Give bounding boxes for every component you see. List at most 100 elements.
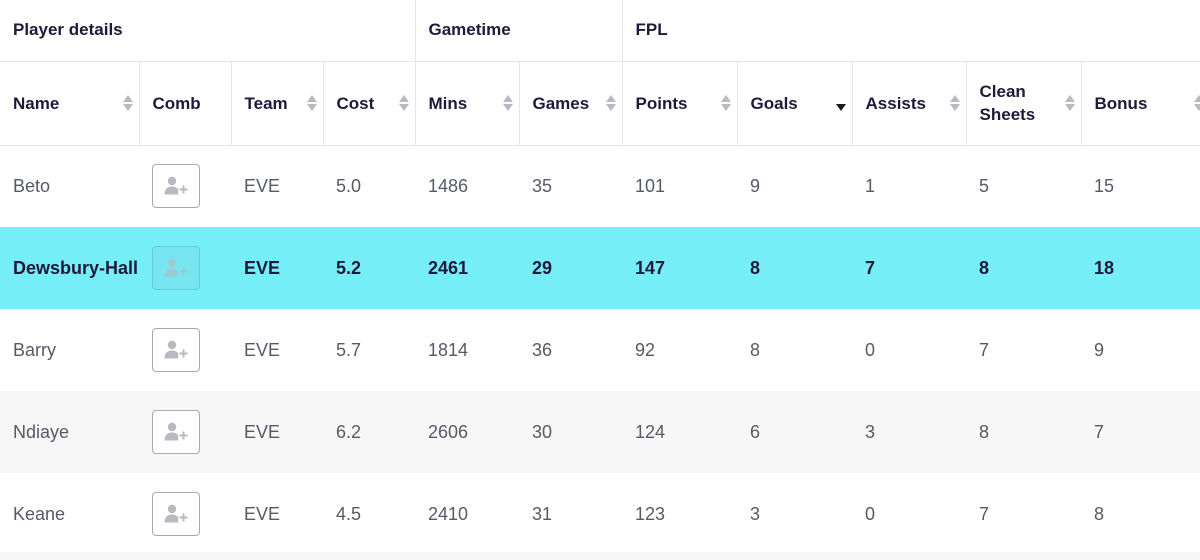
sort-icon[interactable] [605,95,616,111]
clean-sheets-cell: 8 [966,391,1082,473]
col-header-points[interactable]: Points [622,61,738,146]
player-name[interactable]: Barry [13,339,57,360]
assists-cell: 7 [852,227,967,309]
cost-cell: 5.7 [336,339,362,360]
team-cell: EVE [244,503,281,524]
add-to-comb-button[interactable] [152,246,200,290]
player-name[interactable]: Dewsbury-Hall [0,227,139,309]
mins-cell: 2461 [415,227,519,309]
goals-cell: 8 [737,227,853,309]
sort-icon[interactable] [949,95,960,111]
col-header-goals[interactable]: Goals [737,61,853,146]
games-cell: 36 [532,339,553,360]
col-header-bonus[interactable]: Bonus [1081,61,1200,146]
goals-cell: 6 [737,391,853,473]
cost-cell: 6.2 [323,391,415,473]
games-cell: 35 [532,175,553,196]
add-to-comb-button[interactable] [152,410,200,454]
col-header-label: Cost [336,93,375,113]
goals-cell: 8 [750,339,761,360]
sort-icon[interactable] [398,95,409,111]
sort-icon[interactable] [1193,95,1200,111]
group-gametime: Gametime [415,0,623,62]
bonus-cell: 9 [1094,339,1105,360]
add-user-icon [164,177,188,195]
add-user-icon [164,504,188,523]
sort-icon[interactable] [1064,95,1075,111]
bonus-cell: 18 [1081,227,1200,309]
add-user-icon [164,340,188,359]
add-to-comb-button[interactable] [152,328,200,372]
col-header-clean-sheets[interactable]: Clean Sheets [966,61,1082,146]
col-header-cost[interactable]: Cost [323,61,416,146]
table-row[interactable]: Keane EVE 4.5 2410 31 123 3 0 7 8 [0,473,1200,555]
team-cell: EVE [231,227,323,309]
group-header-row: Player details Gametime FPL [0,0,1200,62]
comb-cell [139,145,231,227]
goals-cell: 3 [750,503,761,524]
points-cell: 92 [635,339,656,360]
add-to-comb-button[interactable] [152,164,200,209]
add-to-comb-button[interactable] [152,492,200,536]
column-header-row: Name Comb Team Cost Mins Games Points Go… [0,61,1200,146]
sort-icon[interactable] [502,95,513,111]
col-header-label: Clean Sheets [979,82,1036,124]
sort-icon[interactable] [306,95,317,111]
comb-cell [139,391,231,473]
cost-cell: 5.0 [336,175,362,196]
goals-cell: 9 [750,175,761,196]
col-header-games[interactable]: Games [519,61,623,146]
player-name[interactable]: Beto [13,175,51,196]
table-row[interactable]: Beto EVE 5.0 1486 35 101 9 1 5 15 [0,145,1200,227]
col-header-label: Mins [428,93,468,113]
player-name[interactable]: Keane [13,503,66,524]
mins-cell: 2606 [415,391,519,473]
player-name[interactable]: Ndiaye [0,391,139,473]
cost-cell: 4.5 [336,503,362,524]
table-row[interactable]: Ndiaye EVE 6.2 2606 30 124 6 3 8 7 [0,391,1200,473]
assists-cell: 0 [865,503,876,524]
clean-sheets-cell: 7 [979,339,990,360]
player-rows: Beto EVE 5.0 1486 35 101 9 1 5 15 Dewsbu… [0,145,1200,555]
sort-desc-active-icon[interactable] [835,95,846,111]
clean-sheets-cell: 8 [966,227,1082,309]
comb-cell [139,227,231,309]
team-cell: EVE [244,339,281,360]
col-header-team[interactable]: Team [231,61,324,146]
group-player-details: Player details [0,0,416,62]
col-header-label: Games [532,93,590,113]
bonus-cell: 8 [1094,503,1105,524]
col-header-label: Assists [865,93,926,113]
next-row-edge [0,552,1200,560]
group-fpl: FPL [622,0,1200,62]
games-cell: 30 [519,391,623,473]
mins-cell: 1486 [428,175,469,196]
games-cell: 31 [532,503,553,524]
mins-cell: 1814 [428,339,469,360]
points-cell: 123 [635,503,666,524]
col-header-name[interactable]: Name [0,61,140,146]
col-header-label: Comb [152,93,201,113]
mins-cell: 2410 [428,503,469,524]
comb-cell [139,473,231,555]
assists-cell: 3 [852,391,967,473]
points-cell: 147 [622,227,738,309]
table-row[interactable]: Barry EVE 5.7 1814 36 92 8 0 7 9 [0,309,1200,391]
assists-cell: 0 [865,339,876,360]
col-header-mins[interactable]: Mins [415,61,520,146]
col-header-label: Name [13,93,60,113]
points-cell: 124 [622,391,738,473]
col-header-label: Points [635,93,688,113]
sort-icon[interactable] [720,95,731,111]
team-cell: EVE [244,175,281,196]
col-header-assists[interactable]: Assists [852,61,967,146]
points-cell: 101 [635,175,666,196]
sort-icon[interactable] [122,95,133,111]
bonus-cell: 15 [1094,175,1115,196]
team-cell: EVE [231,391,323,473]
cost-cell: 5.2 [323,227,415,309]
col-header-label: Goals [750,93,798,113]
table-row[interactable]: Dewsbury-Hall EVE 5.2 2461 29 147 8 7 8 … [0,227,1200,309]
bonus-cell: 7 [1081,391,1200,473]
